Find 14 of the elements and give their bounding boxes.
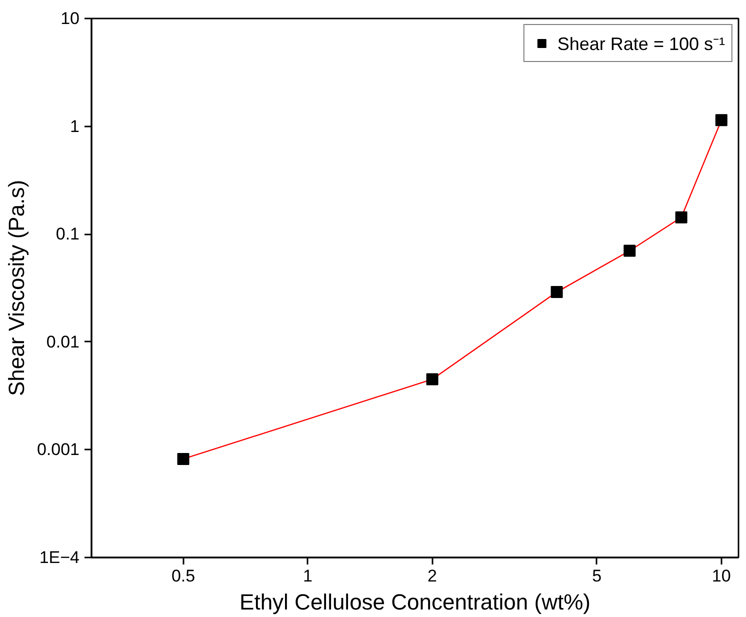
legend-label: Shear Rate = 100 s⁻¹ [557,33,725,55]
y-tick-label: 1 [70,116,80,136]
x-tick-label: 5 [592,566,602,586]
x-tick-label: 0.5 [171,566,196,586]
y-tick-label: 0.01 [46,332,80,352]
y-tick-label: 0.1 [56,224,80,244]
x-axis-title: Ethyl Cellulose Concentration (wt%) [240,590,590,614]
y-tick-label: 1E−4 [39,548,80,567]
x-tick-label: 10 [712,566,731,586]
y-tick-label: 10 [60,9,80,28]
y-axis-title: Shear Viscosity (Pa.s) [4,180,29,396]
x-tick-label: 2 [428,566,438,586]
x-tick-label: 1 [303,566,313,586]
y-tick-label: 0.001 [36,440,80,460]
